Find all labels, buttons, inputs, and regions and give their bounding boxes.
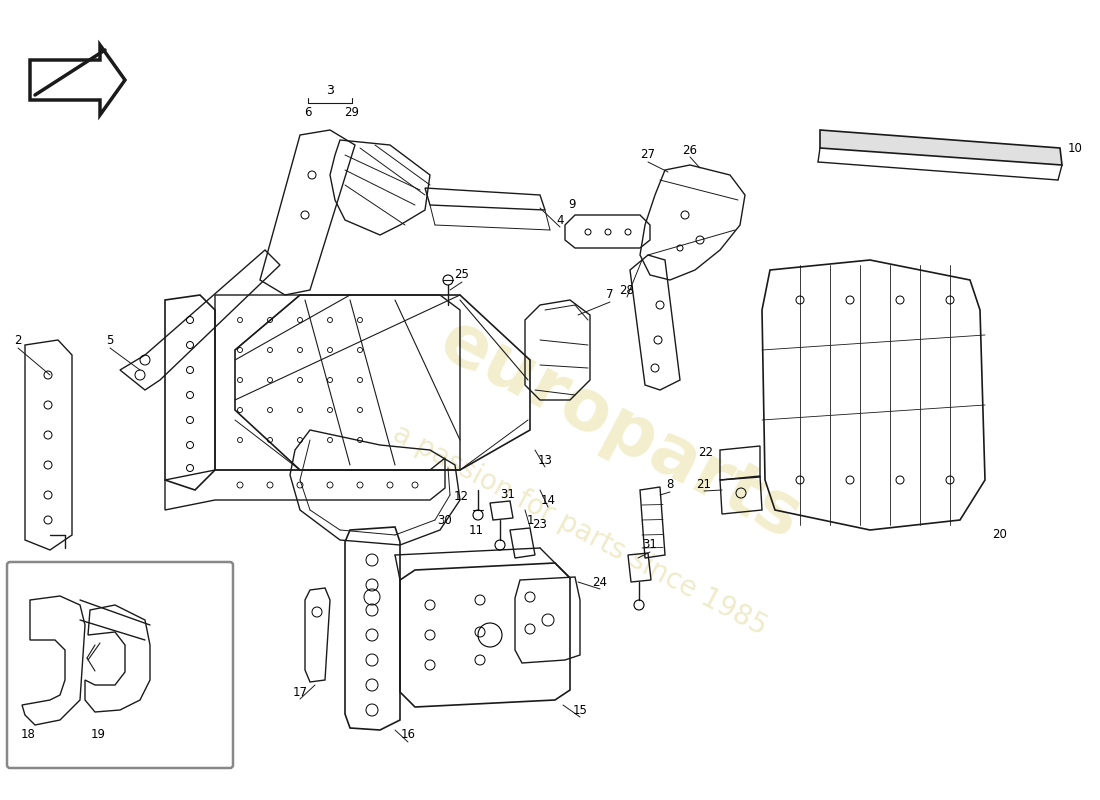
Text: 3: 3 bbox=[326, 83, 334, 97]
Text: 16: 16 bbox=[400, 729, 416, 742]
FancyBboxPatch shape bbox=[7, 562, 233, 768]
Text: 14: 14 bbox=[540, 494, 556, 506]
Text: 4: 4 bbox=[557, 214, 563, 226]
Text: 23: 23 bbox=[532, 518, 548, 531]
Text: 19: 19 bbox=[90, 729, 106, 742]
Text: 17: 17 bbox=[293, 686, 308, 698]
Text: 15: 15 bbox=[573, 703, 587, 717]
Text: 28: 28 bbox=[619, 283, 635, 297]
Text: a passion for parts since 1985: a passion for parts since 1985 bbox=[388, 419, 772, 641]
Text: 31: 31 bbox=[500, 489, 516, 502]
Text: 22: 22 bbox=[698, 446, 714, 458]
Text: europarts: europarts bbox=[428, 306, 813, 554]
Text: 7: 7 bbox=[606, 289, 614, 302]
Polygon shape bbox=[820, 130, 1062, 165]
Text: 18: 18 bbox=[21, 729, 35, 742]
Text: 2: 2 bbox=[14, 334, 22, 346]
Text: 30: 30 bbox=[438, 514, 452, 526]
Text: 24: 24 bbox=[593, 575, 607, 589]
Text: 29: 29 bbox=[344, 106, 360, 118]
Text: 1: 1 bbox=[526, 514, 534, 526]
Text: 20: 20 bbox=[992, 529, 1008, 542]
Text: 11: 11 bbox=[469, 523, 484, 537]
Text: 6: 6 bbox=[305, 106, 311, 118]
Text: 13: 13 bbox=[538, 454, 552, 466]
Text: 5: 5 bbox=[107, 334, 113, 346]
Text: 25: 25 bbox=[454, 269, 470, 282]
Text: 21: 21 bbox=[696, 478, 712, 490]
Text: 8: 8 bbox=[667, 478, 673, 491]
Text: 9: 9 bbox=[569, 198, 575, 211]
Text: 26: 26 bbox=[682, 143, 697, 157]
Polygon shape bbox=[30, 45, 125, 115]
Text: 10: 10 bbox=[1068, 142, 1082, 154]
Text: 31: 31 bbox=[642, 538, 658, 551]
Text: 27: 27 bbox=[640, 149, 656, 162]
Text: 12: 12 bbox=[453, 490, 469, 503]
